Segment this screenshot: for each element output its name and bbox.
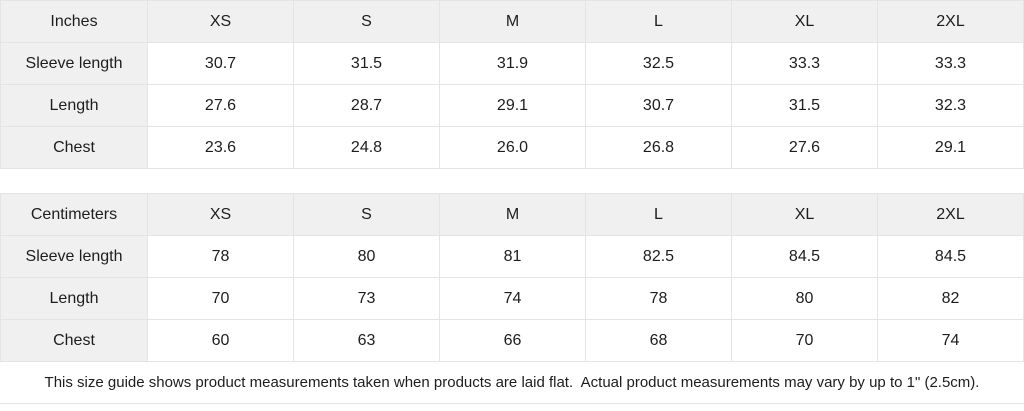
measurement-row: Chest 23.6 24.8 26.0 26.8 27.6 29.1: [0, 126, 1024, 169]
size-header-cell: 2XL: [877, 0, 1024, 43]
measurement-label-cell: Length: [0, 84, 148, 127]
size-guide-note: This size guide shows product measuremen…: [0, 362, 1024, 404]
size-header-cell: L: [585, 193, 732, 236]
measurement-value-cell: 30.7: [147, 42, 294, 85]
unit-label-cell: Centimeters: [0, 193, 148, 236]
measurement-value-cell: 33.3: [877, 42, 1024, 85]
measurement-label-cell: Sleeve length: [0, 235, 148, 278]
size-header-cell: S: [293, 193, 440, 236]
measurement-value-cell: 84.5: [877, 235, 1024, 278]
measurement-value-cell: 26.0: [439, 126, 586, 169]
size-header-cell: XL: [731, 0, 878, 43]
measurement-value-cell: 73: [293, 277, 440, 320]
measurement-value-cell: 31.5: [293, 42, 440, 85]
measurement-row: Chest 60 63 66 68 70 74: [0, 319, 1024, 362]
size-header-cell: XS: [147, 0, 294, 43]
measurement-row: Sleeve length 78 80 81 82.5 84.5 84.5: [0, 235, 1024, 278]
measurement-value-cell: 60: [147, 319, 294, 362]
measurement-row: Length 27.6 28.7 29.1 30.7 31.5 32.3: [0, 84, 1024, 127]
measurement-row: Length 70 73 74 78 80 82: [0, 277, 1024, 320]
measurement-value-cell: 82.5: [585, 235, 732, 278]
table-spacer: [0, 169, 1024, 193]
measurement-row: Sleeve length 30.7 31.5 31.9 32.5 33.3 33.3: [0, 42, 1024, 85]
size-header-cell: XL: [731, 193, 878, 236]
measurement-value-cell: 70: [147, 277, 294, 320]
size-header-cell: S: [293, 0, 440, 43]
measurement-label-cell: Length: [0, 277, 148, 320]
unit-label-cell: Inches: [0, 0, 148, 43]
measurement-value-cell: 78: [585, 277, 732, 320]
measurement-value-cell: 63: [293, 319, 440, 362]
measurement-value-cell: 28.7: [293, 84, 440, 127]
measurement-value-cell: 82: [877, 277, 1024, 320]
measurement-value-cell: 27.6: [147, 84, 294, 127]
measurement-label-cell: Chest: [0, 126, 148, 169]
size-header-cell: L: [585, 0, 732, 43]
inches-size-table: Inches XS S M L XL 2XL Sleeve length 30.7 31.5 31.…: [0, 0, 1024, 169]
measurement-value-cell: 70: [731, 319, 878, 362]
measurement-value-cell: 80: [731, 277, 878, 320]
measurement-value-cell: 24.8: [293, 126, 440, 169]
measurement-value-cell: 32.3: [877, 84, 1024, 127]
measurement-value-cell: 32.5: [585, 42, 732, 85]
measurement-value-cell: 31.5: [731, 84, 878, 127]
measurement-value-cell: 74: [877, 319, 1024, 362]
measurement-value-cell: 74: [439, 277, 586, 320]
measurement-value-cell: 30.7: [585, 84, 732, 127]
measurement-value-cell: 80: [293, 235, 440, 278]
measurement-value-cell: 27.6: [731, 126, 878, 169]
size-header-cell: XS: [147, 193, 294, 236]
measurement-value-cell: 26.8: [585, 126, 732, 169]
measurement-value-cell: 81: [439, 235, 586, 278]
size-header-cell: M: [439, 0, 586, 43]
size-header-cell: 2XL: [877, 193, 1024, 236]
size-header-row: Centimeters XS S M L XL 2XL: [0, 193, 1024, 236]
centimeters-size-table: Centimeters XS S M L XL 2XL Sleeve length 78 80 81…: [0, 193, 1024, 362]
measurement-value-cell: 33.3: [731, 42, 878, 85]
measurement-value-cell: 68: [585, 319, 732, 362]
measurement-value-cell: 66: [439, 319, 586, 362]
size-header-row: Inches XS S M L XL 2XL: [0, 0, 1024, 43]
size-header-cell: M: [439, 193, 586, 236]
measurement-value-cell: 31.9: [439, 42, 586, 85]
measurement-value-cell: 29.1: [439, 84, 586, 127]
measurement-value-cell: 23.6: [147, 126, 294, 169]
measurement-value-cell: 84.5: [731, 235, 878, 278]
measurement-value-cell: 78: [147, 235, 294, 278]
measurement-label-cell: Chest: [0, 319, 148, 362]
measurement-label-cell: Sleeve length: [0, 42, 148, 85]
measurement-value-cell: 29.1: [877, 126, 1024, 169]
